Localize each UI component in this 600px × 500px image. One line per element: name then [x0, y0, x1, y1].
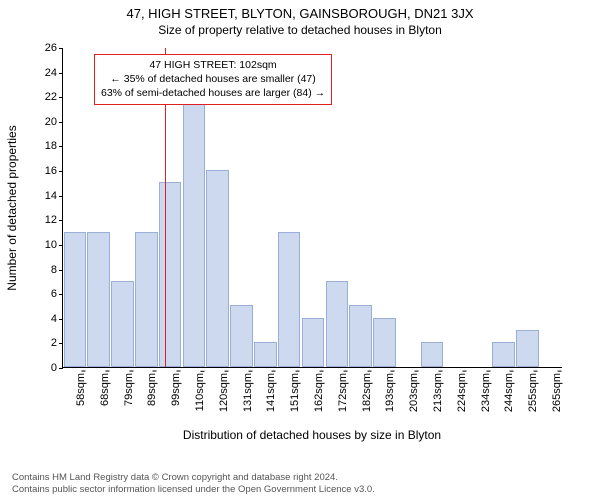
- annotation-line: 47 HIGH STREET: 102sqm: [101, 58, 325, 72]
- x-tick-label: 89sqm: [146, 373, 158, 406]
- annotation-box: 47 HIGH STREET: 102sqm← 35% of detached …: [94, 54, 332, 105]
- footer-line-2: Contains public sector information licen…: [12, 484, 375, 496]
- x-tick-label: 162sqm: [313, 373, 325, 412]
- bar: [230, 305, 253, 367]
- x-tick-label: 68sqm: [99, 373, 111, 406]
- chart-main-title: 47, HIGH STREET, BLYTON, GAINSBOROUGH, D…: [0, 0, 600, 21]
- bar: [135, 232, 158, 367]
- y-tick-label: 14: [45, 190, 63, 202]
- bar: [326, 281, 349, 367]
- bar: [373, 318, 396, 367]
- y-tick-label: 22: [45, 91, 63, 103]
- x-tick-label: 172sqm: [337, 373, 349, 412]
- x-tick-label: 255sqm: [527, 373, 539, 412]
- bar: [421, 342, 444, 367]
- x-tick-label: 203sqm: [408, 373, 420, 412]
- annotation-line: ← 35% of detached houses are smaller (47…: [101, 72, 325, 86]
- bar: [492, 342, 515, 367]
- bar: [87, 232, 110, 367]
- bar: [349, 305, 372, 367]
- y-tick-label: 24: [45, 67, 63, 79]
- y-tick-label: 18: [45, 140, 63, 152]
- annotation-line: 63% of semi-detached houses are larger (…: [101, 86, 325, 100]
- x-tick-label: 58sqm: [75, 373, 87, 406]
- bar: [254, 342, 277, 367]
- bar: [302, 318, 325, 367]
- footer-line-1: Contains HM Land Registry data © Crown c…: [12, 472, 375, 484]
- y-tick-label: 6: [51, 288, 63, 300]
- y-tick-label: 2: [51, 337, 63, 349]
- x-tick-label: 131sqm: [242, 373, 254, 412]
- y-tick-label: 4: [51, 313, 63, 325]
- x-tick-label: 234sqm: [480, 373, 492, 412]
- x-tick-label: 193sqm: [384, 373, 396, 412]
- x-tick-label: 151sqm: [289, 373, 301, 412]
- bar: [159, 182, 182, 367]
- x-tick-label: 244sqm: [503, 373, 515, 412]
- bar: [183, 96, 206, 367]
- y-tick-label: 20: [45, 116, 63, 128]
- y-tick-label: 16: [45, 165, 63, 177]
- bar: [64, 232, 87, 367]
- x-tick-label: 99sqm: [170, 373, 182, 406]
- x-tick-label: 110sqm: [194, 373, 206, 411]
- y-tick-label: 26: [45, 42, 63, 54]
- x-tick-label: 182sqm: [361, 373, 373, 412]
- y-tick-label: 10: [45, 239, 63, 251]
- x-tick-label: 79sqm: [123, 373, 135, 406]
- bar: [206, 170, 229, 367]
- y-tick-label: 12: [45, 214, 63, 226]
- x-tick-label: 224sqm: [456, 373, 468, 412]
- bar: [278, 232, 301, 367]
- y-tick-label: 0: [51, 362, 63, 374]
- x-tick-label: 120sqm: [218, 373, 230, 412]
- plot-area: 0246810121416182022242658sqm68sqm79sqm89…: [62, 48, 562, 368]
- bar: [516, 330, 539, 367]
- x-axis-label: Distribution of detached houses by size …: [183, 428, 441, 442]
- x-tick-label: 213sqm: [432, 373, 444, 412]
- y-tick-label: 8: [51, 264, 63, 276]
- x-tick-label: 141sqm: [265, 373, 277, 412]
- footer-attribution: Contains HM Land Registry data © Crown c…: [12, 472, 375, 496]
- y-axis-label: Number of detached properties: [5, 125, 19, 290]
- chart-subtitle: Size of property relative to detached ho…: [0, 21, 600, 37]
- bar: [111, 281, 134, 367]
- x-tick-label: 265sqm: [551, 373, 563, 412]
